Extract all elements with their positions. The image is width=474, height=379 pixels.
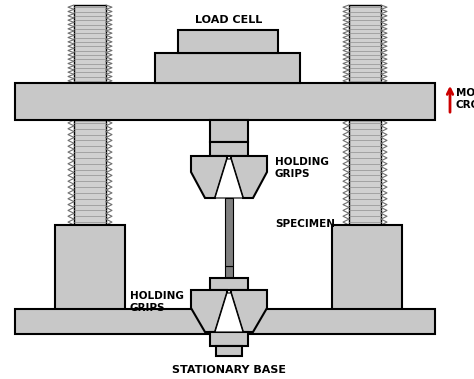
Bar — [210, 278, 248, 290]
Text: SPECIMEN: SPECIMEN — [275, 219, 335, 229]
Bar — [349, 5, 381, 83]
Bar — [55, 225, 125, 320]
Bar — [216, 346, 242, 356]
Text: HOLDING
GRIPS: HOLDING GRIPS — [275, 157, 329, 179]
Polygon shape — [191, 290, 227, 332]
Bar — [332, 225, 402, 320]
Bar — [225, 266, 233, 278]
Bar — [225, 198, 233, 266]
Polygon shape — [231, 290, 267, 332]
Bar — [74, 5, 106, 83]
Text: HOLDING
GRIPS: HOLDING GRIPS — [130, 291, 184, 313]
Polygon shape — [215, 293, 243, 332]
Bar — [178, 30, 278, 53]
Bar — [210, 142, 248, 156]
Bar — [210, 332, 248, 346]
Text: MOVING
CROSSHEAD: MOVING CROSSHEAD — [456, 88, 474, 110]
Bar — [349, 120, 381, 225]
Bar — [74, 120, 106, 225]
Bar — [15, 309, 435, 334]
Text: LOAD CELL: LOAD CELL — [195, 15, 263, 25]
Polygon shape — [191, 156, 227, 198]
Polygon shape — [231, 156, 267, 198]
Bar — [155, 53, 300, 83]
Polygon shape — [215, 159, 243, 198]
Bar — [15, 83, 435, 120]
Bar — [210, 120, 248, 142]
Text: STATIONARY BASE: STATIONARY BASE — [172, 365, 286, 375]
